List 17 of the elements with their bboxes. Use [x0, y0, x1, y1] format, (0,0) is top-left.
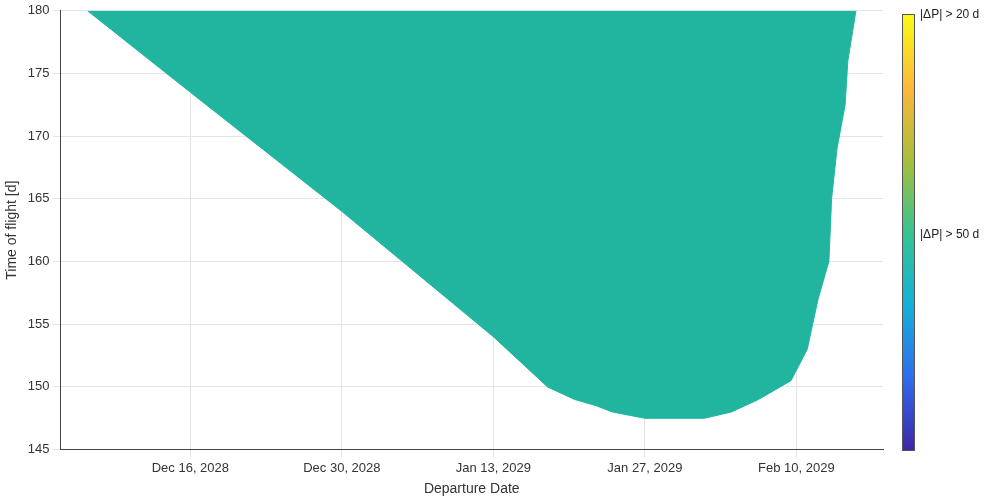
y-tick-label: 150: [27, 378, 50, 394]
y-tick-label: 160: [27, 253, 50, 269]
y-tick-label: 180: [27, 2, 50, 18]
y-axis-title: Time of flight [d]: [3, 180, 20, 280]
x-tick-label: Jan 13, 2029: [455, 459, 531, 475]
y-tick-label: 145: [27, 441, 50, 457]
text: |ΔP| > 20 d: [920, 7, 980, 21]
x-tick-label: Feb 10, 2029: [758, 459, 835, 475]
y-tick-label: 170: [27, 127, 50, 143]
y-tick-label: 165: [27, 190, 50, 206]
x-tick-label: Dec 16, 2028: [151, 459, 230, 475]
y-tick-label: 175: [27, 65, 50, 81]
text: |ΔP| > 50 d: [920, 227, 980, 241]
x-tick-label: Jan 27, 2029: [607, 459, 683, 475]
x-axis-title: Departure Date: [423, 480, 520, 497]
y-tick-label: 155: [27, 315, 50, 331]
x-tick-label: Dec 30, 2028: [303, 459, 381, 475]
